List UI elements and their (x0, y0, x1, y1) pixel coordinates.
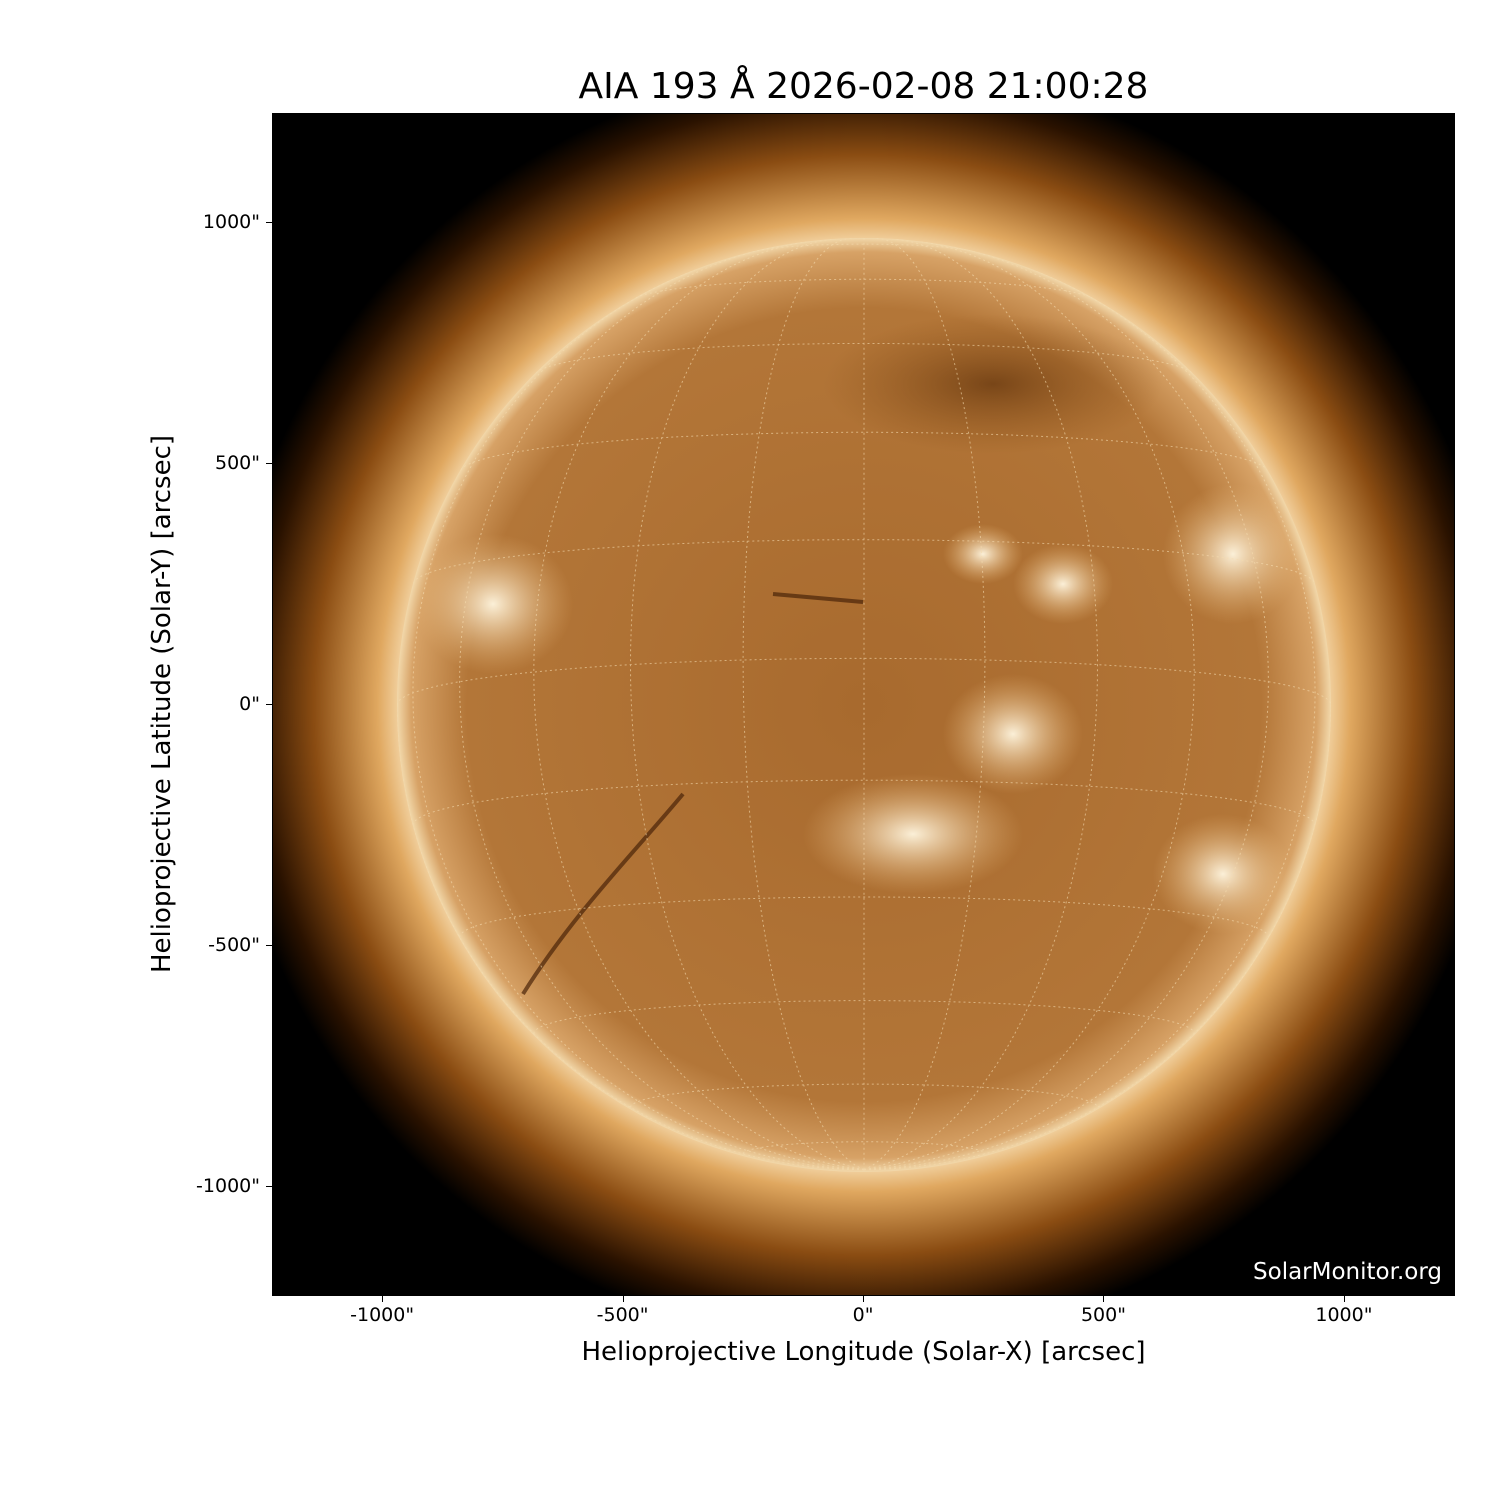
x-tick-label: -500" (596, 1304, 649, 1326)
y-tick-label: 1000" (202, 210, 260, 233)
y-tick-mark (266, 704, 272, 706)
parallel-gridline (412, 779, 1316, 826)
x-tick-label: 1000" (1315, 1304, 1373, 1326)
filament (772, 592, 864, 604)
x-tick-label: 500" (1080, 1304, 1126, 1326)
active-region (1153, 814, 1293, 934)
solar-image (273, 114, 1454, 1295)
meridian-gridline (412, 269, 865, 1171)
meridian-gridline (742, 238, 865, 1171)
active-region (1163, 484, 1303, 624)
y-axis-label: Helioprojective Latitude (Solar-Y) [arcs… (147, 434, 177, 974)
active-region (943, 524, 1023, 584)
parallel-gridline (533, 1000, 1195, 1034)
active-region (803, 774, 1023, 894)
x-tick-mark (622, 1296, 624, 1302)
x-tick-mark (382, 1296, 384, 1302)
y-tick-mark (266, 462, 272, 464)
y-tick-label: -1000" (196, 1175, 260, 1198)
parallel-gridline (635, 278, 1093, 299)
chart-title: AIA 193 Å 2026-02-08 21:00:28 (578, 66, 1149, 107)
meridian-gridline (863, 241, 1195, 1171)
parallel-gridline (751, 243, 977, 253)
active-region (1013, 544, 1113, 624)
filament (521, 792, 685, 996)
x-axis-label: Helioprojective Longitude (Solar-X) [arc… (581, 1337, 1146, 1367)
x-tick-mark (1343, 1296, 1345, 1302)
x-tick-label: -1000" (350, 1304, 415, 1326)
y-tick-mark (266, 221, 272, 223)
active-region (413, 534, 573, 674)
y-tick-mark (266, 1186, 272, 1188)
parallel-gridline (460, 431, 1268, 471)
coronal-hole (823, 314, 1163, 454)
meridian-gridline (863, 238, 986, 1171)
meridian-gridline (863, 238, 1099, 1171)
parallel-gridline (412, 539, 1316, 584)
x-tick-label: 0" (852, 1304, 874, 1326)
y-tick-label: 0" (239, 693, 260, 716)
y-tick-label: 500" (214, 451, 260, 474)
y-tick-mark (266, 945, 272, 947)
meridian-gridline (629, 238, 865, 1171)
x-tick-mark (1103, 1296, 1105, 1302)
plot-area: SolarMonitor.org (272, 113, 1455, 1296)
meridian-gridline (533, 241, 865, 1171)
active-region (943, 674, 1083, 794)
x-tick-mark (863, 1296, 865, 1302)
parallel-gridline (459, 896, 1269, 938)
solar-disk (397, 238, 1331, 1172)
watermark: SolarMonitor.org (1253, 1259, 1442, 1285)
parallel-gridline (535, 343, 1193, 374)
meridian-gridline (863, 269, 1316, 1171)
y-tick-label: -500" (208, 934, 260, 957)
